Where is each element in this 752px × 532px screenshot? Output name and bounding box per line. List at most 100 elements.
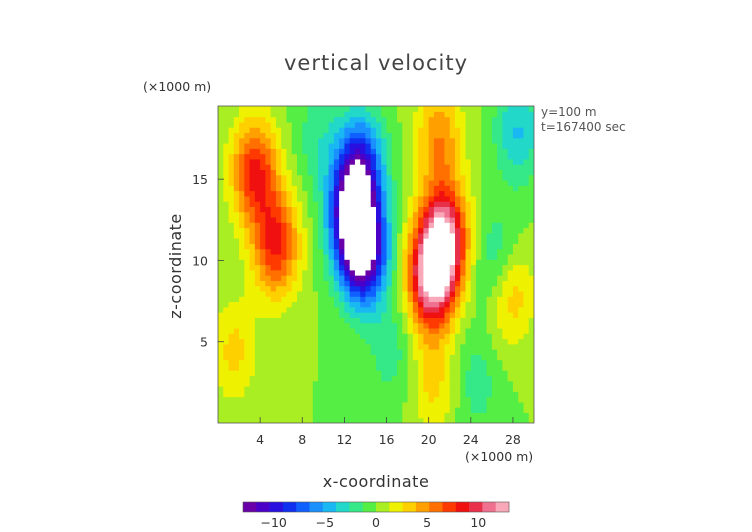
heatmap-cell — [254, 253, 261, 260]
heatmap-cell — [281, 248, 288, 255]
heatmap-cell — [286, 401, 293, 408]
heatmap-cell — [523, 306, 530, 313]
heatmap-cell — [476, 243, 482, 250]
heatmap-cell — [370, 106, 377, 112]
heatmap-cell — [297, 275, 303, 281]
heatmap-cell — [449, 269, 456, 276]
heatmap-cell — [265, 349, 272, 355]
heatmap-cell — [323, 232, 330, 239]
heatmap-cell — [444, 185, 451, 192]
heatmap-cell — [344, 264, 351, 271]
heatmap-cell — [260, 364, 266, 371]
heatmap-cell — [260, 121, 266, 128]
heatmap-cell — [518, 121, 525, 128]
heatmap-cell — [407, 121, 414, 128]
heatmap-cell — [239, 148, 245, 155]
heatmap-cell — [312, 322, 319, 329]
heatmap-cell — [354, 174, 361, 181]
heatmap-cell — [365, 243, 372, 250]
heatmap-cell — [507, 301, 514, 308]
heatmap-cell — [449, 407, 456, 414]
heatmap-cell — [476, 354, 482, 361]
heatmap-cell — [260, 333, 266, 340]
heatmap-cell — [381, 153, 388, 160]
heatmap-cell — [228, 190, 235, 197]
heatmap-cell — [339, 243, 345, 250]
heatmap-cell — [433, 396, 440, 403]
heatmap-cell — [228, 111, 235, 118]
heatmap-cell — [254, 142, 261, 149]
heatmap-cell — [275, 417, 282, 423]
heatmap-cell — [397, 232, 403, 239]
heatmap-cell — [486, 280, 493, 287]
heatmap-cell — [523, 132, 530, 139]
heatmap-cell — [418, 116, 424, 123]
heatmap-cell — [370, 137, 377, 144]
heatmap-cell — [412, 164, 419, 170]
heatmap-cell — [370, 211, 377, 218]
heatmap-cell — [286, 201, 293, 207]
heatmap-cell — [270, 174, 277, 181]
heatmap-cell — [465, 206, 472, 213]
heatmap-cell — [281, 317, 288, 324]
heatmap-cell — [302, 317, 309, 324]
heatmap-cell — [265, 333, 272, 340]
heatmap-cell — [507, 290, 514, 297]
heatmap-cell — [365, 216, 372, 223]
heatmap-cell — [433, 116, 440, 123]
heatmap-cell — [244, 179, 251, 186]
heatmap-cell — [402, 201, 409, 207]
heatmap-cell — [281, 275, 288, 281]
heatmap-cell — [239, 158, 245, 165]
heatmap-cell — [344, 386, 351, 392]
heatmap-cell — [233, 153, 240, 160]
heatmap-cell — [244, 333, 251, 340]
heatmap-cell — [391, 137, 398, 144]
heatmap-cell — [391, 216, 398, 223]
heatmap-cell — [376, 185, 382, 192]
heatmap-cell — [265, 338, 272, 345]
heatmap-cell — [391, 127, 398, 134]
heatmap-cell — [339, 375, 345, 382]
heatmap-cell — [439, 338, 446, 345]
heatmap-cell — [365, 232, 372, 239]
heatmap-cell — [455, 322, 461, 329]
heatmap-cell — [218, 169, 224, 176]
heatmap-cell — [486, 343, 493, 350]
heatmap-cell — [328, 407, 335, 414]
heatmap-cell — [354, 349, 361, 355]
heatmap-cell — [455, 327, 461, 334]
heatmap-cell — [286, 121, 293, 128]
heatmap-cell — [381, 106, 388, 112]
heatmap-cell — [239, 222, 245, 229]
heatmap-cell — [528, 280, 534, 287]
heatmap-cell — [312, 232, 319, 239]
heatmap-cell — [455, 253, 461, 260]
heatmap-cell — [381, 349, 388, 355]
heatmap-cell — [465, 275, 472, 281]
heatmap-cell — [339, 153, 345, 160]
heatmap-cell — [344, 349, 351, 355]
heatmap-cell — [407, 391, 414, 398]
heatmap-cell — [512, 185, 519, 192]
heatmap-cell — [423, 364, 430, 371]
heatmap-cell — [281, 121, 288, 128]
heatmap-cell — [486, 169, 493, 176]
heatmap-cell — [470, 121, 477, 128]
heatmap-cell — [523, 201, 530, 207]
heatmap-cell — [412, 407, 419, 414]
heatmap-cell — [391, 259, 398, 266]
heatmap-cell — [354, 248, 361, 255]
heatmap-cell — [339, 301, 345, 308]
heatmap-cell — [291, 206, 298, 213]
heatmap-cell — [223, 317, 230, 324]
heatmap-cell — [223, 116, 230, 123]
heatmap-cell — [497, 386, 503, 392]
heatmap-cell — [476, 407, 482, 414]
heatmap-cell — [412, 349, 419, 355]
heatmap-cell — [418, 285, 424, 292]
heatmap-cell — [270, 164, 277, 170]
heatmap-cell — [312, 127, 319, 134]
heatmap-cell — [344, 121, 351, 128]
heatmap-cell — [481, 322, 488, 329]
